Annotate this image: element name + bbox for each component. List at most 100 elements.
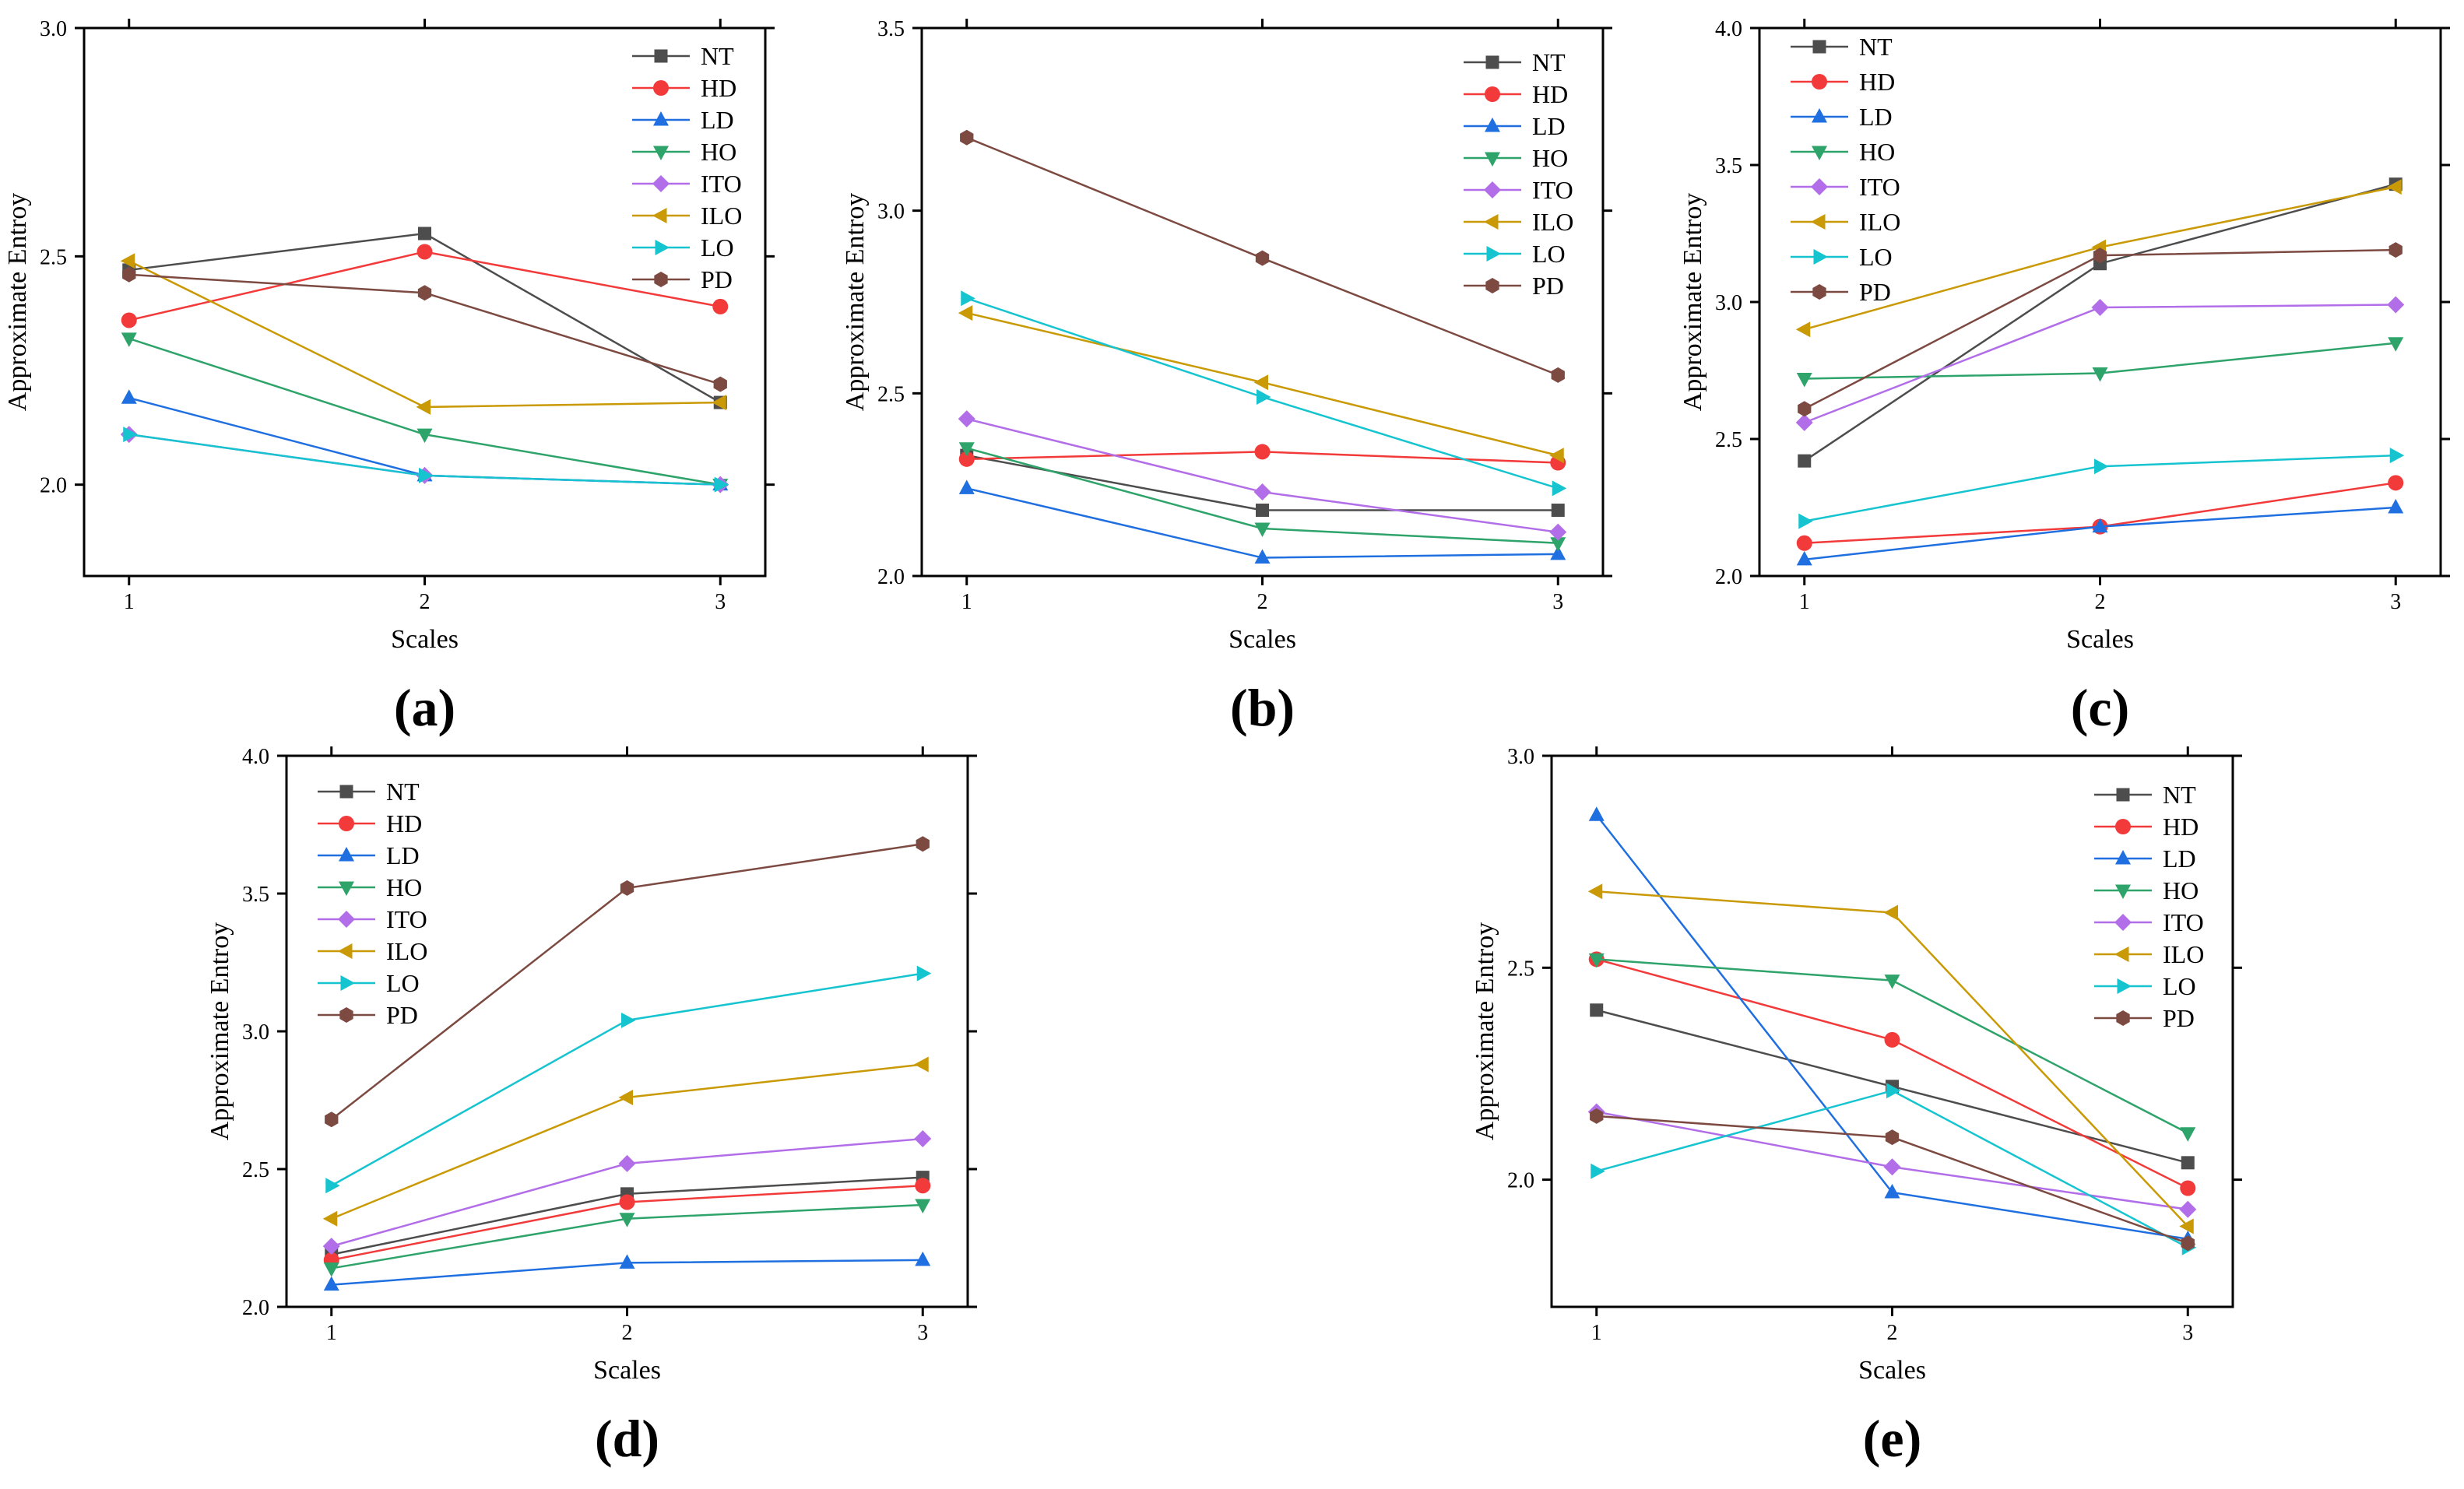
- y-tick-label: 2.5: [1715, 428, 1742, 452]
- data-point-ILO: [712, 395, 726, 411]
- data-point-HD: [915, 1178, 931, 1194]
- series-PD: [1798, 242, 2402, 417]
- legend-marker-HD: [339, 816, 354, 831]
- legend-marker-NT: [339, 785, 353, 799]
- series-LO: [123, 427, 729, 493]
- data-point-LD: [619, 1254, 635, 1269]
- series-PD: [325, 836, 930, 1128]
- legend-marker-ILO: [2114, 946, 2129, 962]
- data-point-PD: [1798, 401, 1812, 417]
- legend-marker-HD: [1485, 86, 1500, 102]
- legend-marker-LO: [1486, 246, 1501, 262]
- series-LO: [1798, 448, 2405, 529]
- x-axis-title: Scales: [391, 625, 459, 654]
- y-tick-label: 3.0: [40, 17, 67, 41]
- data-point-ITO: [958, 410, 975, 428]
- data-point-ILO: [322, 1210, 338, 1227]
- data-point-NT: [418, 227, 431, 241]
- y-axis-title: Approximate Entroy: [1471, 922, 1499, 1140]
- y-tick-label: 3.5: [877, 17, 905, 41]
- y-tick-label: 4.0: [242, 745, 269, 769]
- legend-marker-NT: [1485, 55, 1499, 69]
- data-point-LO: [419, 467, 434, 483]
- data-point-HD: [121, 312, 137, 328]
- series-LD: [1588, 806, 2196, 1245]
- series-ILO: [322, 1056, 929, 1227]
- legend-marker-ILO: [1484, 214, 1499, 230]
- legend-label: PD: [2163, 1004, 2195, 1032]
- legend-label: ILO: [701, 202, 742, 230]
- series-HO: [1588, 953, 2196, 1142]
- data-point-HD: [2388, 475, 2404, 491]
- legend-marker-ILO: [1811, 214, 1826, 230]
- legend-label: LO: [1532, 240, 1566, 268]
- legend-label: PD: [386, 1001, 418, 1029]
- legend-label: HO: [1859, 138, 1895, 166]
- data-point-LO: [2389, 448, 2405, 464]
- x-tick-label: 2: [2095, 590, 2106, 614]
- chart-panel-b: 2.0 2.5 3.0 3.5 1 2 3 Scales Approximate Entroy N…: [841, 17, 1612, 737]
- series-ILO: [958, 305, 1564, 464]
- legend-label: HO: [1532, 144, 1568, 172]
- x-tick-label: 3: [1552, 590, 1563, 614]
- x-tick-label: 3: [715, 590, 726, 614]
- series-LD: [323, 1251, 931, 1291]
- y-tick-label: 3.5: [242, 883, 269, 907]
- y-tick-label: 2.5: [877, 382, 905, 406]
- data-point-PD: [417, 285, 432, 301]
- series-ITO: [958, 410, 1567, 541]
- legend-marker-LD: [1485, 118, 1500, 132]
- data-point-ILO: [416, 399, 431, 415]
- series-ITO: [322, 1130, 932, 1255]
- series-LD: [1796, 499, 2404, 566]
- series-HO: [958, 442, 1566, 552]
- y-tick-label: 3.5: [1715, 154, 1742, 178]
- legend-marker-HO: [1485, 152, 1500, 167]
- legend-marker-ILO: [338, 943, 353, 959]
- data-point-ILO: [1549, 448, 1564, 464]
- series-LO: [961, 290, 1567, 497]
- data-point-ITO: [2387, 296, 2405, 314]
- legend-marker-PD: [2116, 1010, 2130, 1026]
- legend-marker-LO: [2117, 978, 2132, 994]
- legend-label: PD: [1859, 278, 1891, 306]
- x-axis-title: Scales: [593, 1356, 661, 1385]
- data-point-LD: [2388, 499, 2404, 514]
- x-tick-label: 1: [124, 590, 135, 614]
- data-point-LO: [2094, 458, 2109, 475]
- data-point-HD: [2180, 1180, 2196, 1196]
- series-line-HD: [1596, 958, 2188, 1189]
- legend-marker-HO: [1812, 146, 1827, 160]
- legend-marker-HO: [653, 146, 669, 160]
- data-point-NT: [1256, 504, 1269, 518]
- legend-marker-ITO: [338, 911, 355, 928]
- data-point-ITO: [1253, 483, 1271, 501]
- data-point-LD: [2092, 518, 2108, 533]
- data-point-ITO: [2091, 299, 2109, 317]
- x-axis-title: Scales: [1858, 1356, 1926, 1385]
- data-point-HO: [1796, 373, 1812, 388]
- y-tick-label: 2.5: [40, 245, 67, 269]
- data-point-HO: [323, 1262, 339, 1277]
- legend-marker-ITO: [1811, 178, 1828, 195]
- data-point-HO: [1254, 522, 1271, 537]
- series-LO: [325, 965, 932, 1194]
- data-point-LO: [1552, 480, 1567, 497]
- y-tick-label: 3.0: [242, 1020, 269, 1045]
- data-point-HD: [1884, 1031, 1900, 1048]
- data-point-LO: [1257, 389, 1271, 406]
- y-tick-label: 2.0: [1507, 1169, 1534, 1193]
- series-LD: [958, 479, 1566, 564]
- legend-label: LO: [386, 969, 420, 997]
- legend-marker-HD: [1812, 74, 1827, 90]
- legend-label: ITO: [701, 170, 742, 198]
- panel-label: (b): [1230, 678, 1295, 737]
- legend-label: HO: [2163, 876, 2199, 904]
- data-point-HD: [619, 1194, 635, 1210]
- legend-marker-HD: [653, 80, 669, 96]
- data-point-PD: [2388, 242, 2402, 258]
- data-point-HO: [915, 1199, 931, 1214]
- legend-marker-HD: [2115, 819, 2131, 834]
- data-point-ILO: [914, 1056, 929, 1073]
